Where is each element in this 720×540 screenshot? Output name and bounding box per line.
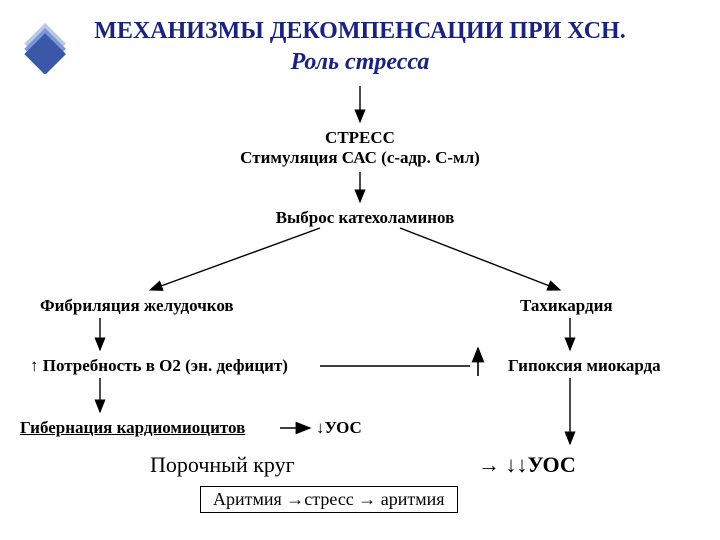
node-hibernation: Гибернация кардиомиоцитов (20, 418, 245, 438)
node-uos1: ↓УОС (316, 418, 362, 438)
node-vfib: Фибриляция желудочков (40, 296, 234, 316)
stress-line2: Стимуляция САС (с-адр. С-мл) (230, 148, 490, 168)
title-main: МЕХАНИЗМЫ ДЕКОМПЕНСАЦИИ ПРИ ХСН. (0, 18, 720, 45)
node-uos2: → ↓↓УОС (478, 452, 576, 478)
title-sub: Роль стресса (0, 49, 720, 76)
node-o2: ↑ Потребность в О2 (эн. дефицит) (30, 356, 288, 376)
node-vicious: Порочный круг (150, 452, 295, 478)
bullet-accent (20, 22, 72, 74)
node-tachy: Тахикардия (520, 296, 613, 316)
node-catechol: Выброс катехоламинов (260, 208, 470, 228)
stress-line1: СТРЕСС (230, 128, 490, 148)
node-stress: СТРЕСС Стимуляция САС (с-адр. С-мл) (230, 128, 490, 168)
footer-box: Аритмия →стресс → аритмия (200, 486, 458, 513)
node-hypoxia: Гипоксия миокарда (508, 356, 661, 376)
title-block: МЕХАНИЗМЫ ДЕКОМПЕНСАЦИИ ПРИ ХСН. Роль ст… (0, 0, 720, 76)
arrows-layer (0, 0, 720, 540)
